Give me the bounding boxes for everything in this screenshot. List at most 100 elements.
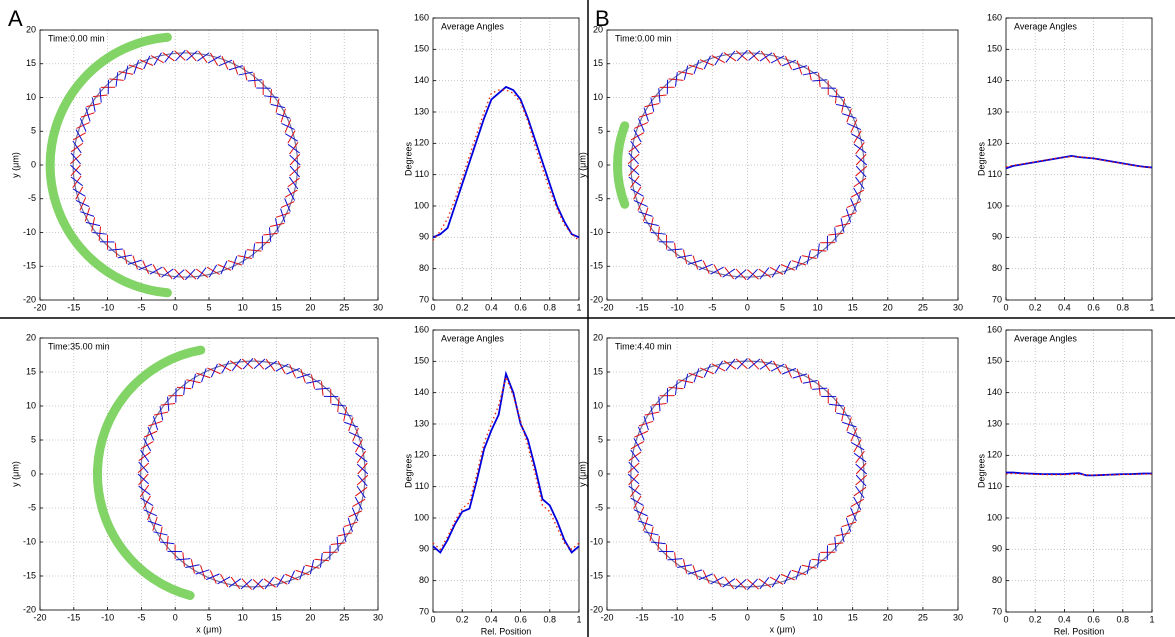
- cell-outline: [140, 360, 366, 588]
- filament: [687, 569, 703, 575]
- filament: [658, 396, 661, 412]
- filament: [220, 260, 228, 275]
- filament: [853, 452, 867, 463]
- y-axis-label: Degrees: [403, 453, 413, 488]
- filament: [834, 227, 837, 242]
- filament: [143, 55, 151, 70]
- filament: [630, 188, 644, 197]
- filament: [348, 431, 363, 439]
- x-tick-label: -5: [708, 612, 716, 622]
- filament: [289, 165, 301, 178]
- x-tick-label: 25: [918, 302, 928, 312]
- filament: [734, 269, 747, 280]
- filament: [748, 50, 761, 61]
- x-axis-label: Rel. Position: [1054, 626, 1105, 636]
- y-tick-label: -15: [23, 570, 36, 580]
- axes-frame: [1005, 329, 1153, 613]
- x-tick-label: -15: [67, 612, 80, 622]
- y-tick-label: 10: [26, 400, 36, 410]
- filament: [828, 403, 845, 407]
- filament: [264, 360, 278, 370]
- filament: [674, 72, 678, 87]
- y-tick-label: 0: [31, 468, 36, 478]
- filament: [630, 449, 640, 463]
- cell-outline: [630, 360, 865, 588]
- filament: [284, 198, 291, 212]
- y-tick-label: 0: [598, 159, 603, 169]
- axes-frame: [39, 29, 379, 301]
- filament: [792, 65, 808, 71]
- filament: [354, 496, 363, 510]
- x-tick-label: 0.8: [544, 302, 557, 312]
- filament: [152, 416, 159, 431]
- filament: [628, 485, 642, 496]
- series-line: [1005, 472, 1152, 476]
- y-axis-label: y (μm): [577, 152, 587, 178]
- filament: [850, 133, 865, 142]
- filament: [85, 107, 91, 122]
- x-tick-label: -20: [33, 612, 46, 622]
- x-tick-label: 20: [883, 302, 893, 312]
- filament: [853, 187, 862, 201]
- x-tick-label: 5: [780, 302, 785, 312]
- y-tick-label: 0: [31, 159, 36, 169]
- y-tick-label: 70: [992, 606, 1002, 616]
- y-tick-label: 5: [598, 126, 603, 136]
- filament: [228, 578, 242, 588]
- y-tick-label: 150: [414, 44, 429, 54]
- x-tick-label: 0.4: [485, 302, 498, 312]
- filament: [196, 267, 207, 280]
- y-tick-label: 120: [414, 138, 429, 148]
- filament: [175, 558, 191, 561]
- filament: [351, 507, 359, 522]
- filament: [186, 50, 198, 61]
- y-tick-label: -10: [23, 227, 36, 237]
- filament: [268, 227, 272, 242]
- x-tick-label: -15: [636, 302, 649, 312]
- filament: [650, 231, 666, 235]
- filament: [781, 367, 797, 375]
- plot-title: Time:4.40 min: [615, 341, 672, 351]
- filament: [817, 552, 820, 568]
- x-tick-label: 5: [206, 302, 211, 312]
- plot-title: Average Angles: [1014, 21, 1077, 31]
- filament: [238, 71, 253, 76]
- filament: [630, 497, 644, 506]
- axes: 0 0.2 0.4 0.6 0.8 1 70 80 90 100 110 120 130 140 150 16…: [403, 12, 581, 312]
- filament: [287, 570, 296, 585]
- filament: [747, 268, 758, 281]
- y-tick-label: 100: [414, 512, 429, 522]
- filament: [85, 221, 101, 227]
- x-tick-label: 30: [373, 302, 383, 312]
- x-tick-label: -5: [708, 302, 716, 312]
- plot-title: Time:35.00 min: [48, 341, 110, 351]
- filament: [92, 231, 107, 235]
- series-line: [432, 374, 580, 551]
- filament: [133, 60, 140, 75]
- filament: [628, 461, 639, 474]
- filament: [315, 387, 330, 390]
- filament: [638, 211, 653, 217]
- panel-label: A: [8, 6, 23, 31]
- cell-outline: [630, 52, 865, 278]
- filament: [748, 358, 761, 369]
- filament: [124, 65, 129, 80]
- y-tick-label: -5: [595, 193, 603, 203]
- y-tick-label: 90: [992, 544, 1002, 554]
- filament: [285, 133, 299, 142]
- filament: [264, 577, 275, 590]
- filament: [153, 52, 162, 66]
- x-tick-label: -20: [600, 302, 613, 312]
- x-tick-label: 0.4: [1058, 302, 1071, 312]
- x-axis-label: x (μm): [196, 624, 222, 634]
- x-tick-label: 0.2: [1029, 614, 1042, 624]
- axes-frame: [432, 329, 580, 613]
- y-tick-label: 140: [414, 75, 429, 85]
- filament: [770, 363, 785, 372]
- plot-title: Time:0.00 min: [615, 33, 672, 43]
- filament: [840, 527, 845, 543]
- filament: [693, 368, 700, 383]
- x-tick-label: 0.4: [485, 614, 498, 624]
- x-tick-label: 0.6: [514, 302, 527, 312]
- x-tick-label: -5: [137, 612, 145, 622]
